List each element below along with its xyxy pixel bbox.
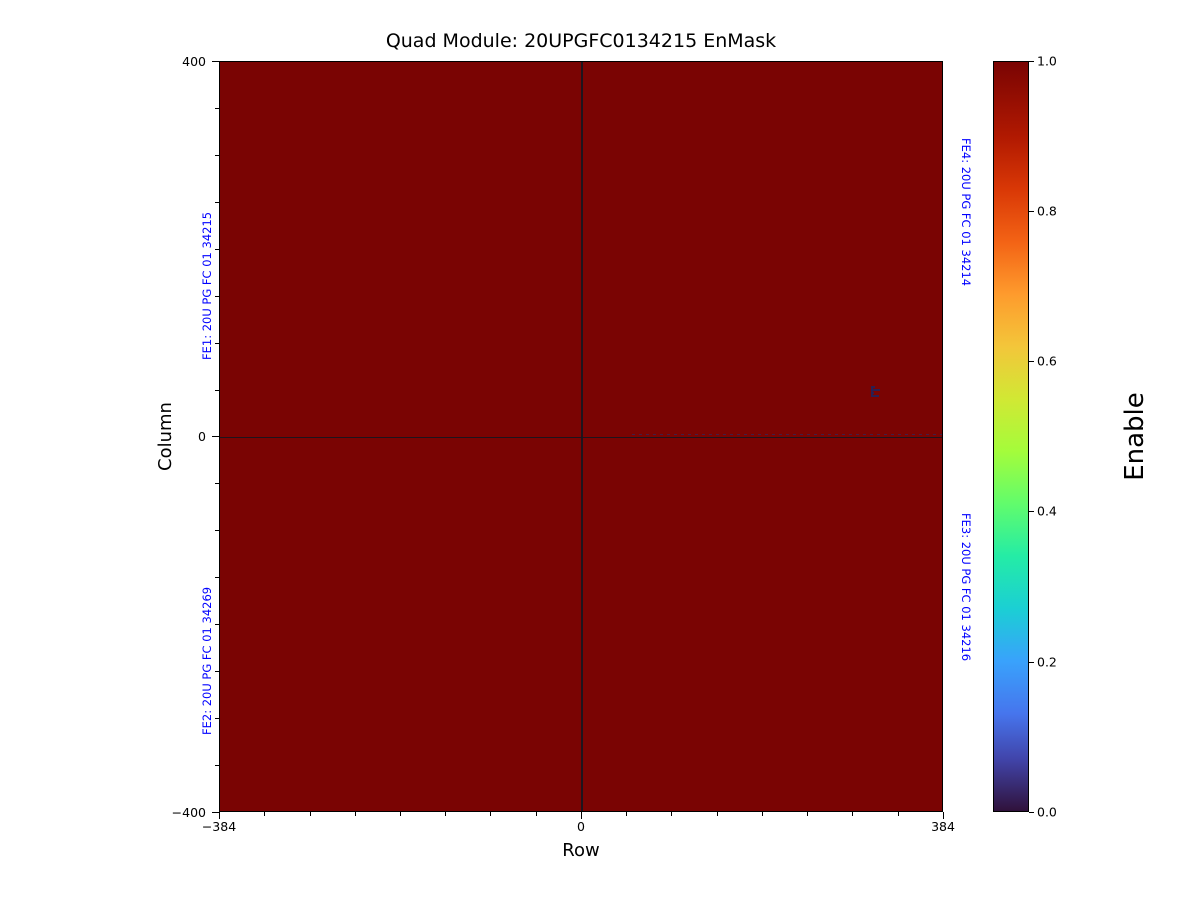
colorbar-tick-0.8 [1029, 211, 1034, 212]
y-tick-minor [215, 390, 219, 391]
y-tick-minor [215, 155, 219, 156]
x-tick-minor [445, 812, 446, 816]
colorbar-tick-0.0 [1029, 812, 1034, 813]
colorbar-ticklabel-0.8: 0.8 [1037, 203, 1057, 219]
y-tick-minor [215, 296, 219, 297]
y-tick-minor [215, 108, 219, 109]
colorbar-tick-0.4 [1029, 511, 1034, 512]
x-tick-minor [852, 812, 853, 816]
y-ticklabel-n400: −400 [171, 805, 206, 820]
x-tick-minor [671, 812, 672, 816]
y-tick-minor [215, 483, 219, 484]
heatmap-axes[interactable] [219, 61, 943, 812]
colorbar-ticklabel-1.0: 1.0 [1037, 53, 1057, 69]
y-tick-major-400 [212, 61, 219, 62]
x-tick-minor [264, 812, 265, 816]
y-tick-major-0 [212, 436, 219, 437]
colorbar-label: Enable [1120, 392, 1150, 481]
x-tick-minor [762, 812, 763, 816]
y-tick-minor [215, 624, 219, 625]
x-tick-minor [400, 812, 401, 816]
y-tick-major-n400 [212, 812, 219, 813]
page-title: Quad Module: 20UPGFC0134215 EnMask [385, 30, 777, 52]
colorbar-gradient [993, 61, 1029, 812]
y-ticklabel-0: 0 [198, 429, 206, 444]
y-tick-minor [215, 343, 219, 344]
y-tick-minor [215, 249, 219, 250]
x-tick-minor [717, 812, 718, 816]
fe-label-fe3: FE3: 20U PG FC 01 34216 [959, 513, 973, 662]
x-tick-minor [490, 812, 491, 816]
defect-cluster [871, 386, 885, 398]
y-tick-minor [215, 718, 219, 719]
colorbar-tick-1.0 [1029, 61, 1034, 62]
y-tick-minor [215, 671, 219, 672]
colorbar-ticklabel-0.0: 0.0 [1037, 804, 1057, 820]
x-tick-minor [310, 812, 311, 816]
colorbar-ticklabel-0.4: 0.4 [1037, 503, 1057, 519]
x-tick-minor [355, 812, 356, 816]
x-tick-major-384 [943, 812, 944, 819]
colorbar-tick-0.6 [1029, 361, 1034, 362]
x-tick-minor [807, 812, 808, 816]
chip-seam-horizontal [220, 436, 942, 438]
y-ticklabel-400: 400 [182, 54, 206, 69]
colorbar[interactable] [993, 61, 1029, 812]
fe-label-fe4: FE4: 20U PG FC 01 34214 [959, 138, 973, 287]
x-tick-minor [626, 812, 627, 816]
colorbar-tick-0.2 [1029, 662, 1034, 663]
y-tick-minor [215, 577, 219, 578]
x-tick-minor [898, 812, 899, 816]
x-tick-minor [536, 812, 537, 816]
colorbar-ticklabel-0.2: 0.2 [1037, 654, 1057, 670]
y-tick-minor [215, 765, 219, 766]
y-tick-minor [215, 202, 219, 203]
partial-disabled-run [631, 434, 942, 436]
y-axis-label: Column [155, 402, 176, 471]
colorbar-ticklabel-0.6: 0.6 [1037, 353, 1057, 369]
fe-label-fe1: FE1: 20U PG FC 01 34215 [200, 211, 214, 360]
x-tick-major-0 [581, 812, 582, 819]
x-ticklabel-0: 0 [577, 819, 585, 834]
x-tick-major-n384 [219, 812, 220, 819]
x-axis-label: Row [562, 840, 600, 861]
y-tick-minor [215, 530, 219, 531]
x-ticklabel-384: 384 [931, 819, 955, 834]
fe-label-fe2: FE2: 20U PG FC 01 34269 [200, 586, 214, 735]
x-ticklabel-n384: −384 [201, 819, 237, 834]
